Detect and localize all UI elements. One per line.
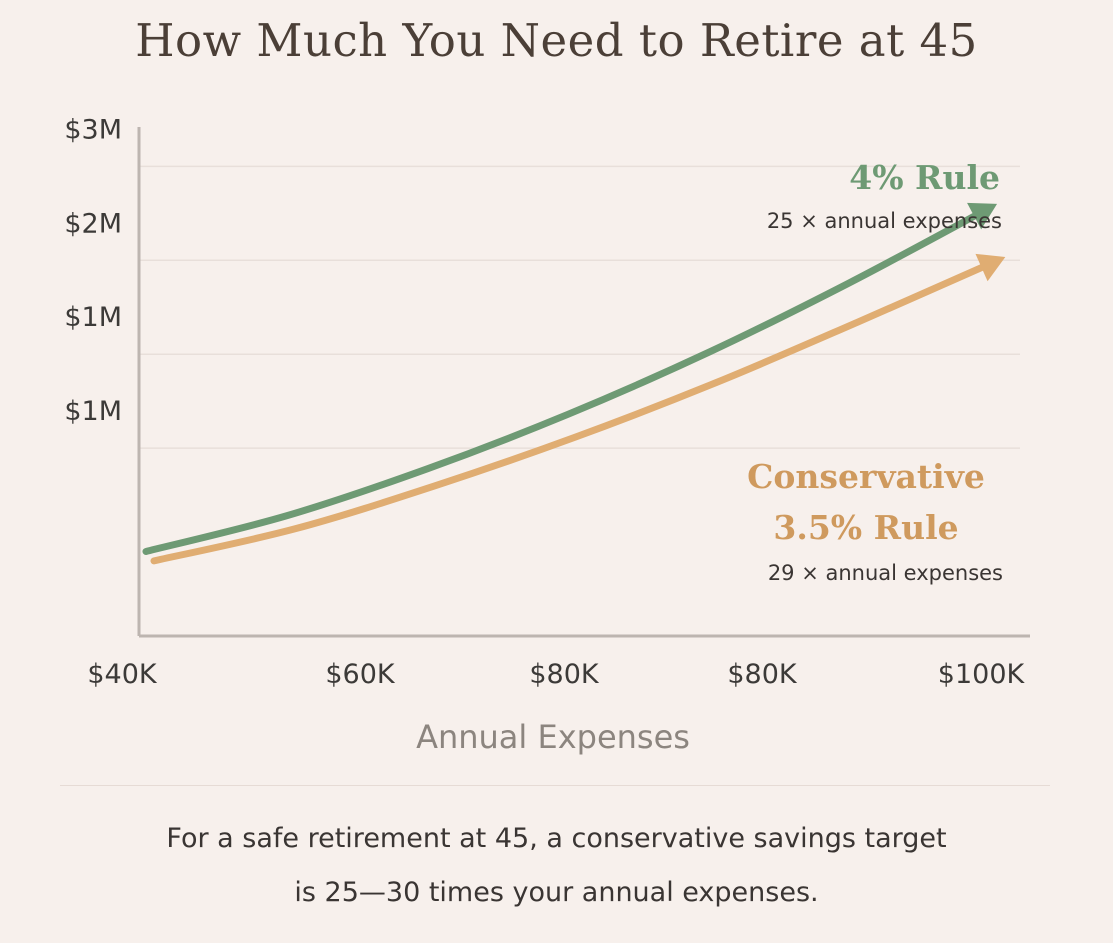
x-tick-label: $40K <box>87 659 158 690</box>
x-tick-label: $60K <box>325 659 396 690</box>
x-tick-label: $100K <box>938 659 1026 690</box>
x-tick-labels: $40K $60K $80K $80K $100K <box>87 659 1025 690</box>
footer-line-1: For a safe retirement at 45, a conservat… <box>166 823 947 854</box>
series-4pct-arrowhead <box>967 202 998 230</box>
series-layer <box>142 202 1006 565</box>
series-conservative-label-line1: Conservative <box>747 457 985 496</box>
series-conservative-label-line2: 3.5% Rule <box>773 508 958 547</box>
y-tick-label: $1M <box>64 302 122 333</box>
y-tick-labels: $1M $1M $2M $3M <box>64 114 122 427</box>
series-conservative-line <box>150 256 1002 565</box>
series-4pct-subtitle: 25 × annual expenses <box>767 209 1002 233</box>
chart-title: How Much You Need to Retire at 45 <box>135 14 978 67</box>
footer-line-2: is 25—30 times your annual expenses. <box>294 877 819 908</box>
y-tick-label: $1M <box>64 396 122 427</box>
series-conservative-arrowhead <box>975 253 1006 282</box>
footer-divider <box>60 785 1050 786</box>
series-4pct-line <box>142 204 994 555</box>
footer-note: For a safe retirement at 45, a conservat… <box>0 812 1113 920</box>
y-tick-label: $3M <box>64 114 122 145</box>
series-4pct-label: 4% Rule <box>849 158 1000 197</box>
grid-layer <box>139 165 1020 449</box>
series-conservative-subtitle: 29 × annual expenses <box>768 561 1003 585</box>
chart-plot: $1M $1M $2M $3M $40K $60K $80K $80K $100K Annua… <box>64 114 1030 756</box>
x-tick-label: $80K <box>727 659 798 690</box>
x-tick-label: $80K <box>529 659 600 690</box>
x-axis-label: Annual Expenses <box>416 718 690 756</box>
y-tick-label: $2M <box>64 208 122 239</box>
